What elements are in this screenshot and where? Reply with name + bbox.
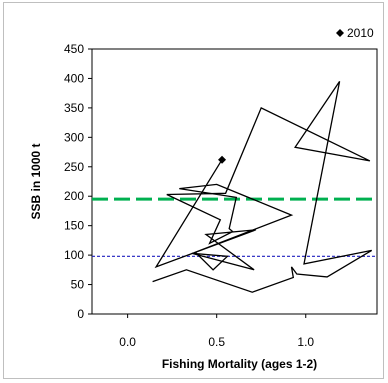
- y-axis-title: SSB in 1000 t: [29, 143, 43, 219]
- legend: 2010: [336, 26, 374, 40]
- legend-diamond-marker: [336, 29, 344, 37]
- y-tick-label: 150: [64, 219, 84, 233]
- reference-lines: [92, 197, 377, 257]
- series-line: [152, 81, 373, 293]
- x-axis-title: Fishing Mortality (ages 1-2): [162, 357, 317, 371]
- y-tick-label: 450: [64, 42, 84, 56]
- series-lines: [152, 81, 373, 293]
- x-tick-labels: 0.0 0.5 1.0: [119, 314, 314, 349]
- plot-area: [91, 48, 378, 315]
- y-tick-label: 250: [64, 160, 84, 174]
- y-tick-label: 0: [77, 307, 84, 321]
- point-2010-marker: [218, 155, 227, 164]
- x-tick-label: 0.0: [119, 335, 136, 349]
- y-tick-labels: 0 50 100 150 200 250 300 350 400 450: [64, 42, 92, 321]
- y-tick-label: 400: [64, 71, 84, 85]
- axes: [91, 48, 378, 315]
- y-tick-label: 100: [64, 248, 84, 262]
- x-tick-label: 0.5: [208, 335, 225, 349]
- y-tick-label: 300: [64, 130, 84, 144]
- y-tick-label: 50: [71, 278, 85, 292]
- y-tick-label: 350: [64, 101, 84, 115]
- legend-label: 2010: [347, 26, 374, 40]
- y-tick-label: 200: [64, 189, 84, 203]
- x-tick-label: 1.0: [297, 335, 314, 349]
